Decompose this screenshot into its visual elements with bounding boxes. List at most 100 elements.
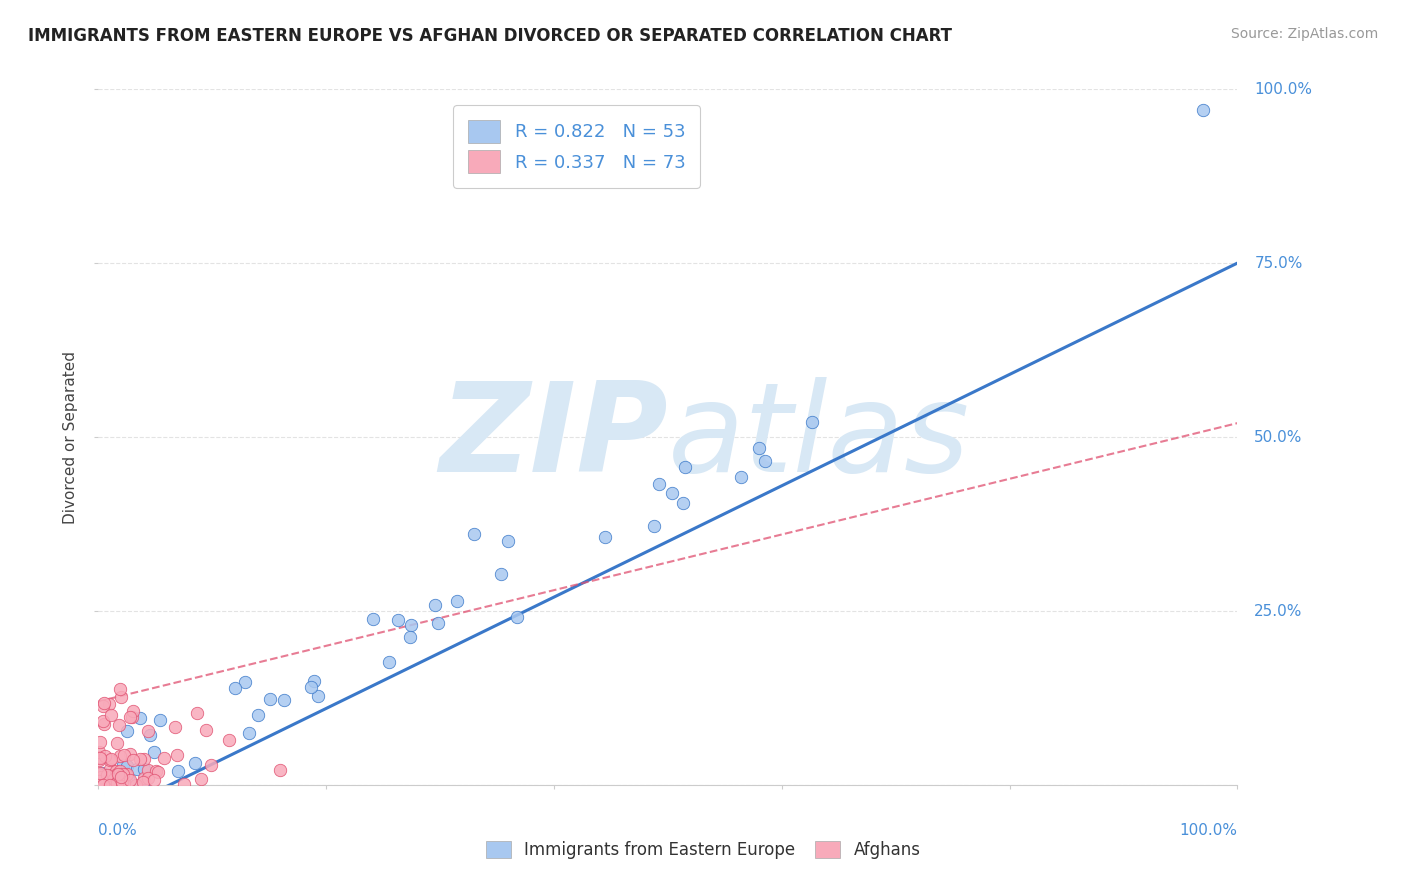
- Point: [105, 764, 128, 778]
- Point: [122, 753, 145, 767]
- Point: [115, 724, 138, 739]
- Point: [136, 772, 159, 786]
- Text: 100.0%: 100.0%: [1180, 823, 1237, 838]
- Point: [91, 778, 114, 792]
- Point: [89, 750, 111, 764]
- Point: [110, 775, 132, 789]
- Point: [118, 772, 141, 787]
- Point: [89, 765, 111, 780]
- Point: [643, 518, 665, 533]
- Point: [673, 459, 696, 474]
- Text: atlas: atlas: [668, 376, 970, 498]
- Point: [89, 746, 111, 760]
- Point: [136, 723, 159, 738]
- Point: [145, 764, 167, 779]
- Point: [259, 692, 281, 706]
- Point: [89, 749, 111, 764]
- Point: [165, 720, 187, 734]
- Text: 25.0%: 25.0%: [1254, 604, 1303, 618]
- Point: [121, 710, 143, 724]
- Point: [112, 767, 135, 781]
- Point: [183, 756, 205, 770]
- Point: [120, 747, 142, 761]
- Point: [108, 717, 131, 731]
- Point: [93, 698, 115, 713]
- Point: [108, 681, 131, 696]
- Point: [748, 442, 770, 456]
- Point: [166, 747, 188, 762]
- Point: [112, 757, 135, 772]
- Text: Source: ZipAtlas.com: Source: ZipAtlas.com: [1230, 27, 1378, 41]
- Point: [93, 778, 115, 792]
- Point: [200, 758, 222, 772]
- Point: [190, 772, 212, 786]
- Point: [194, 723, 217, 737]
- Point: [132, 774, 155, 789]
- Point: [108, 749, 131, 764]
- Point: [100, 778, 122, 792]
- Point: [143, 745, 166, 759]
- Point: [91, 714, 114, 728]
- Text: IMMIGRANTS FROM EASTERN EUROPE VS AFGHAN DIVORCED OR SEPARATED CORRELATION CHART: IMMIGRANTS FROM EASTERN EUROPE VS AFGHAN…: [28, 27, 952, 45]
- Point: [491, 567, 513, 582]
- Point: [114, 776, 136, 790]
- Point: [111, 767, 134, 781]
- Point: [112, 778, 135, 792]
- Point: [103, 768, 125, 782]
- Text: 75.0%: 75.0%: [1254, 256, 1303, 270]
- Point: [128, 711, 150, 725]
- Point: [423, 598, 446, 612]
- Point: [146, 764, 169, 779]
- Point: [108, 773, 131, 788]
- Point: [304, 674, 326, 689]
- Point: [112, 747, 135, 762]
- Point: [186, 706, 208, 720]
- Point: [110, 770, 132, 784]
- Point: [125, 778, 148, 792]
- Point: [463, 527, 485, 541]
- Point: [98, 753, 121, 767]
- Point: [87, 753, 110, 767]
- Point: [108, 764, 131, 778]
- Point: [427, 616, 450, 631]
- Point: [110, 690, 132, 705]
- Text: 0.0%: 0.0%: [98, 823, 138, 838]
- Point: [115, 758, 138, 772]
- Point: [105, 766, 128, 780]
- Point: [100, 707, 122, 722]
- Point: [91, 778, 114, 792]
- Point: [378, 655, 401, 669]
- Point: [132, 752, 155, 766]
- Point: [299, 681, 322, 695]
- Point: [93, 697, 115, 711]
- Point: [595, 531, 617, 545]
- Point: [97, 698, 120, 712]
- Point: [1192, 103, 1215, 117]
- Point: [138, 764, 160, 778]
- Point: [361, 612, 384, 626]
- Point: [134, 762, 156, 776]
- Text: 50.0%: 50.0%: [1254, 430, 1303, 444]
- Point: [91, 771, 114, 785]
- Point: [107, 767, 129, 781]
- Legend: Immigrants from Eastern Europe, Afghans: Immigrants from Eastern Europe, Afghans: [479, 834, 927, 866]
- Point: [307, 690, 329, 704]
- Point: [89, 735, 111, 749]
- Point: [100, 752, 122, 766]
- Point: [128, 752, 150, 766]
- Point: [387, 613, 409, 627]
- Point: [89, 774, 111, 789]
- Text: ZIP: ZIP: [439, 376, 668, 498]
- Point: [153, 751, 176, 765]
- Point: [108, 778, 131, 792]
- Legend: R = 0.822   N = 53, R = 0.337   N = 73: R = 0.822 N = 53, R = 0.337 N = 73: [454, 105, 700, 187]
- Point: [91, 765, 114, 780]
- Point: [101, 767, 124, 781]
- Point: [672, 496, 695, 510]
- Point: [648, 476, 671, 491]
- Y-axis label: Divorced or Separated: Divorced or Separated: [63, 351, 79, 524]
- Point: [105, 776, 128, 790]
- Point: [506, 610, 529, 624]
- Point: [224, 681, 246, 695]
- Point: [101, 776, 124, 790]
